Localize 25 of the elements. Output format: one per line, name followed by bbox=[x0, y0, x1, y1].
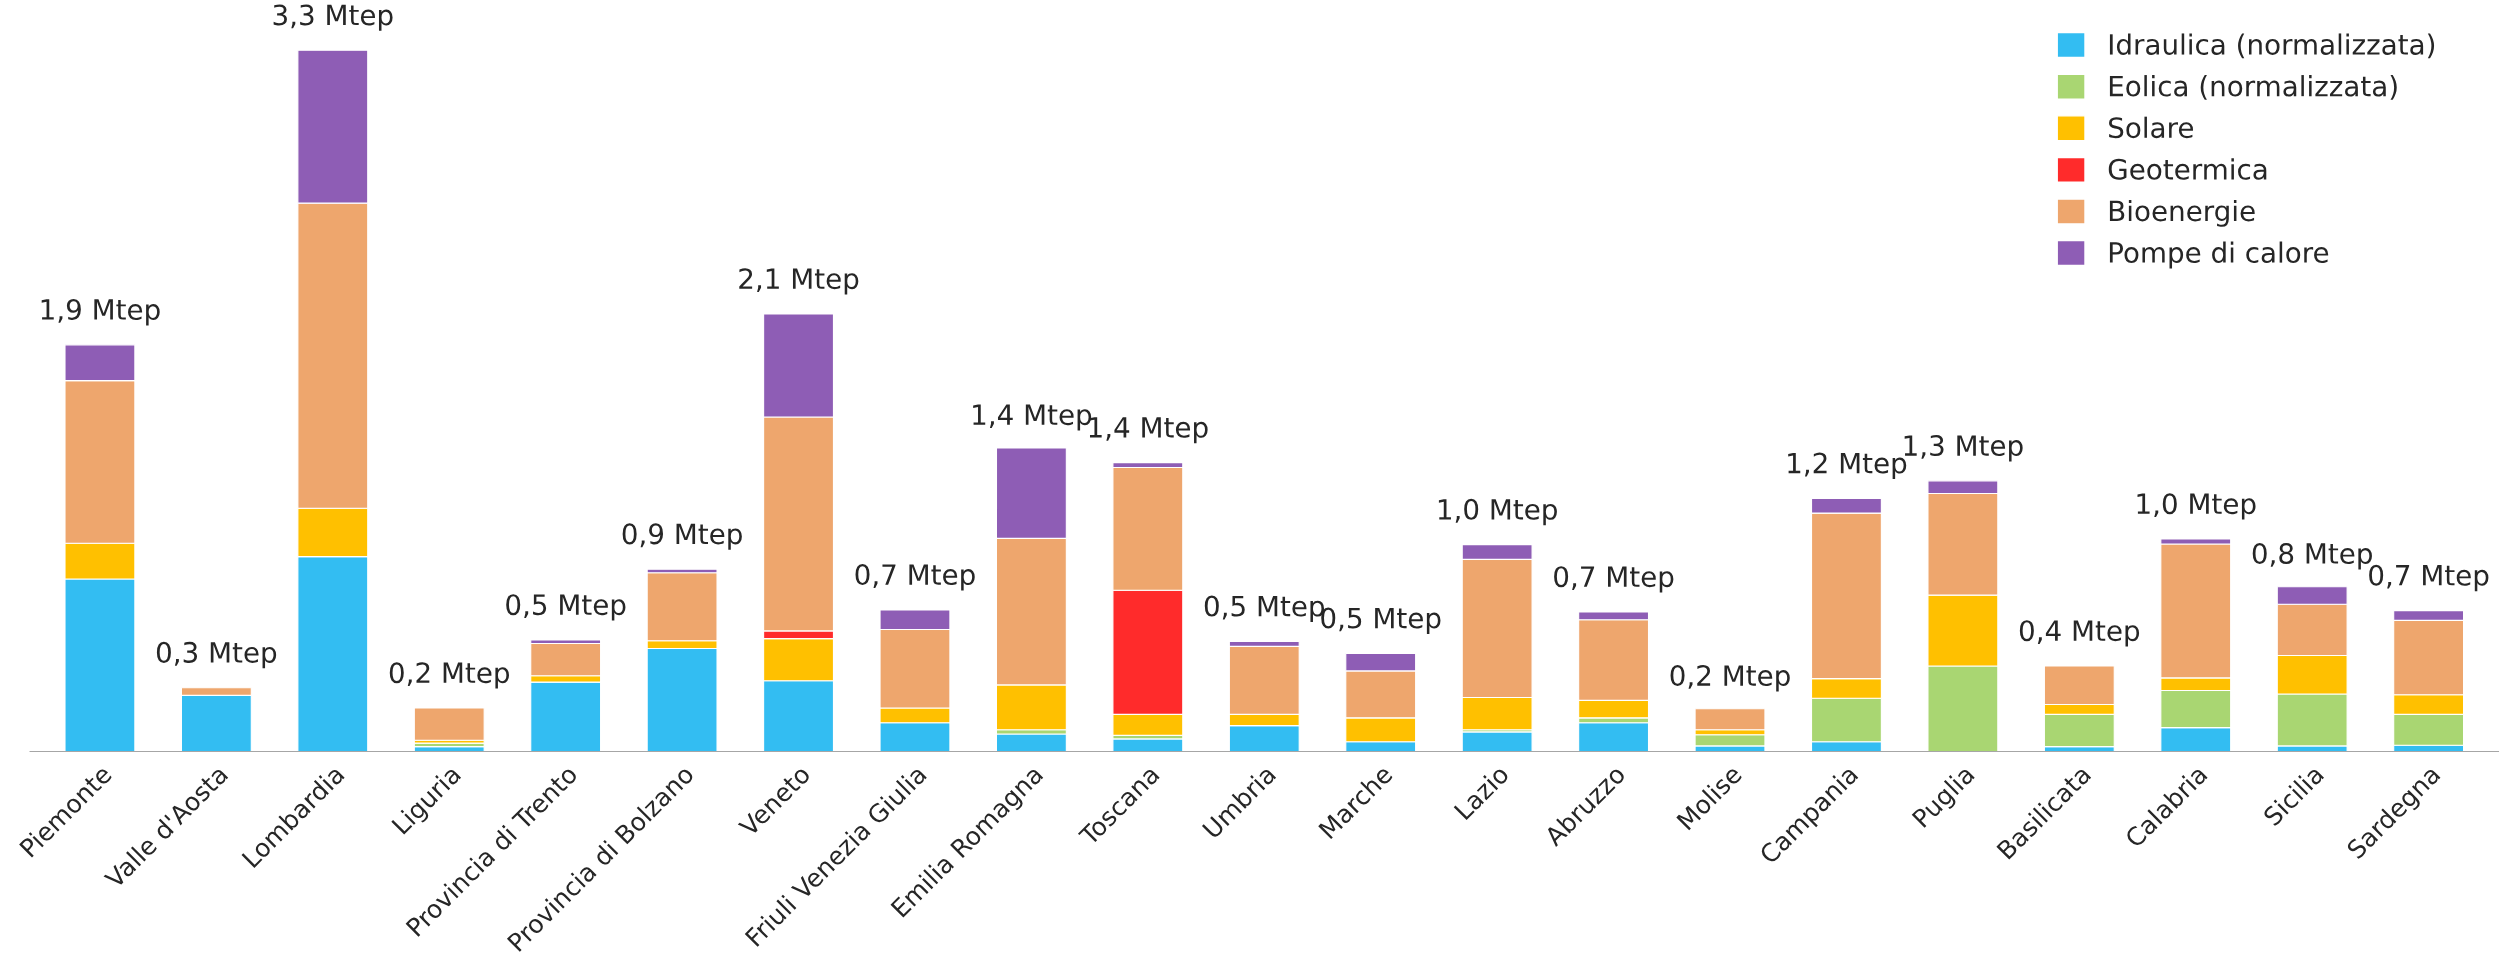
bar bbox=[1694, 734, 1766, 747]
annotation: 0,7 Mtep bbox=[1554, 566, 1674, 593]
annotation: 1,9 Mtep bbox=[41, 298, 160, 326]
annotation: 2,1 Mtep bbox=[739, 268, 859, 295]
legend-label: Pompe di calore bbox=[2109, 241, 2329, 269]
bar bbox=[1694, 708, 1766, 731]
legend-label: Solare bbox=[2109, 116, 2193, 139]
annotation: 0,5 Mtep bbox=[506, 594, 626, 621]
legend-label: Idraulica (normalizzata) bbox=[2109, 33, 2435, 59]
annotation: 0,7 Mtep bbox=[855, 564, 975, 591]
bar bbox=[1578, 722, 1650, 752]
annotation: 1,4 Mtep bbox=[973, 404, 1092, 431]
legend-label: Bioenergie bbox=[2109, 199, 2255, 227]
annotation: 0,3 Mtep bbox=[156, 641, 277, 669]
annotation: 0,4 Mtep bbox=[2019, 620, 2140, 647]
annotation: 1,0 Mtep bbox=[1438, 498, 1557, 526]
annotation: 0,9 Mtep bbox=[622, 523, 742, 550]
annotation: 0,2 Mtep bbox=[389, 662, 510, 689]
bar bbox=[413, 707, 485, 741]
annotation: 3,3 Mtep bbox=[273, 4, 393, 31]
legend-label: Geotermica bbox=[2108, 158, 2267, 180]
annotation: 0,2 Mtep bbox=[1670, 665, 1790, 692]
legend-label: Eolica (normalizzata) bbox=[2109, 75, 2397, 100]
annotation: 1,4 Mtep bbox=[1089, 417, 1208, 444]
annotation: 1,0 Mtep bbox=[2137, 493, 2256, 520]
